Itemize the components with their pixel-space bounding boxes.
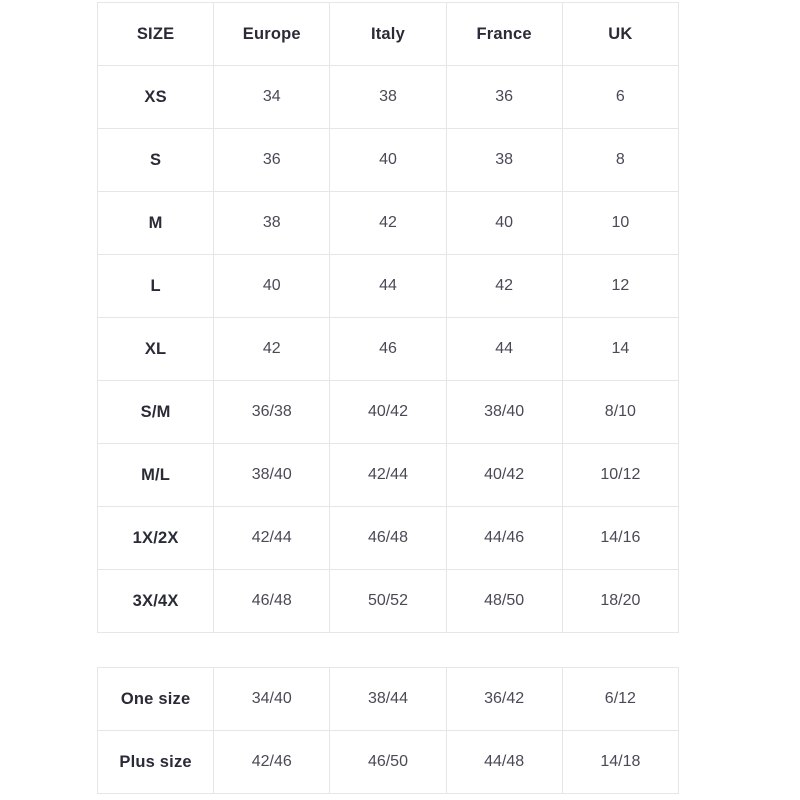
cell-italy: 38/44	[329, 667, 447, 731]
cell-france: 40/42	[445, 443, 563, 507]
cell-italy: 38	[329, 65, 447, 129]
cell-france: 44	[445, 317, 563, 381]
table-header: SIZE Europe Italy France UK	[96, 2, 680, 66]
cell-europe: 38	[213, 191, 331, 255]
cell-italy: 50/52	[329, 569, 447, 633]
cell-uk: 8	[561, 128, 680, 192]
cell-europe: 42/44	[213, 506, 331, 570]
table-row: One size 34/40 38/44 36/42 6/12	[96, 667, 680, 731]
cell-italy: 42/44	[329, 443, 447, 507]
column-header-france: France	[445, 2, 563, 66]
column-header-uk: UK	[561, 2, 680, 66]
cell-france: 42	[445, 254, 563, 318]
table-row: M/L 38/40 42/44 40/42 10/12	[96, 443, 680, 507]
cell-europe: 36/38	[213, 380, 331, 444]
cell-italy: 40	[329, 128, 447, 192]
cell-europe: 38/40	[213, 443, 331, 507]
column-header-size: SIZE	[96, 2, 215, 66]
column-header-europe: Europe	[213, 2, 331, 66]
row-label: L	[96, 254, 215, 318]
row-label: Plus size	[96, 730, 215, 794]
cell-france: 36/42	[445, 667, 563, 731]
cell-europe: 36	[213, 128, 331, 192]
table-row: Plus size 42/46 46/50 44/48 14/18	[96, 730, 680, 794]
cell-france: 48/50	[445, 569, 563, 633]
cell-uk: 18/20	[561, 569, 680, 633]
cell-italy: 46/48	[329, 506, 447, 570]
cell-uk: 10	[561, 191, 680, 255]
row-label: XS	[96, 65, 215, 129]
row-label: One size	[96, 667, 215, 731]
table-row: XS 34 38 36 6	[96, 65, 680, 129]
cell-uk: 6	[561, 65, 680, 129]
cell-europe: 42/46	[213, 730, 331, 794]
row-label: 3X/4X	[96, 569, 215, 633]
table-row: XL 42 46 44 14	[96, 317, 680, 381]
cell-uk: 8/10	[561, 380, 680, 444]
row-label: S	[96, 128, 215, 192]
table-body: One size 34/40 38/44 36/42 6/12 Plus siz…	[96, 667, 680, 794]
table-row: S 36 40 38 8	[96, 128, 680, 192]
cell-uk: 10/12	[561, 443, 680, 507]
cell-uk: 12	[561, 254, 680, 318]
table-row: 1X/2X 42/44 46/48 44/46 14/16	[96, 506, 680, 570]
cell-europe: 46/48	[213, 569, 331, 633]
table-body: XS 34 38 36 6 S 36 40 38 8 M 38 42 40 10	[96, 65, 680, 633]
column-header-italy: Italy	[329, 2, 447, 66]
cell-italy: 46/50	[329, 730, 447, 794]
cell-europe: 40	[213, 254, 331, 318]
cell-france: 40	[445, 191, 563, 255]
cell-europe: 34	[213, 65, 331, 129]
row-label: XL	[96, 317, 215, 381]
cell-italy: 44	[329, 254, 447, 318]
cell-france: 38/40	[445, 380, 563, 444]
cell-uk: 14/18	[561, 730, 680, 794]
cell-italy: 46	[329, 317, 447, 381]
row-label: M/L	[96, 443, 215, 507]
row-label: S/M	[96, 380, 215, 444]
row-label: 1X/2X	[96, 506, 215, 570]
row-label: M	[96, 191, 215, 255]
cell-europe: 42	[213, 317, 331, 381]
size-chart-table-secondary: One size 34/40 38/44 36/42 6/12 Plus siz…	[96, 667, 680, 794]
cell-france: 38	[445, 128, 563, 192]
cell-europe: 34/40	[213, 667, 331, 731]
cell-france: 36	[445, 65, 563, 129]
cell-uk: 6/12	[561, 667, 680, 731]
size-chart-table-main: SIZE Europe Italy France UK XS 34 38 36 …	[96, 2, 680, 633]
cell-italy: 42	[329, 191, 447, 255]
cell-france: 44/46	[445, 506, 563, 570]
table-row: M 38 42 40 10	[96, 191, 680, 255]
table-row: L 40 44 42 12	[96, 254, 680, 318]
cell-uk: 14	[561, 317, 680, 381]
table-header-row: SIZE Europe Italy France UK	[96, 2, 680, 66]
cell-uk: 14/16	[561, 506, 680, 570]
cell-france: 44/48	[445, 730, 563, 794]
table-row: 3X/4X 46/48 50/52 48/50 18/20	[96, 569, 680, 633]
table-row: S/M 36/38 40/42 38/40 8/10	[96, 380, 680, 444]
cell-italy: 40/42	[329, 380, 447, 444]
